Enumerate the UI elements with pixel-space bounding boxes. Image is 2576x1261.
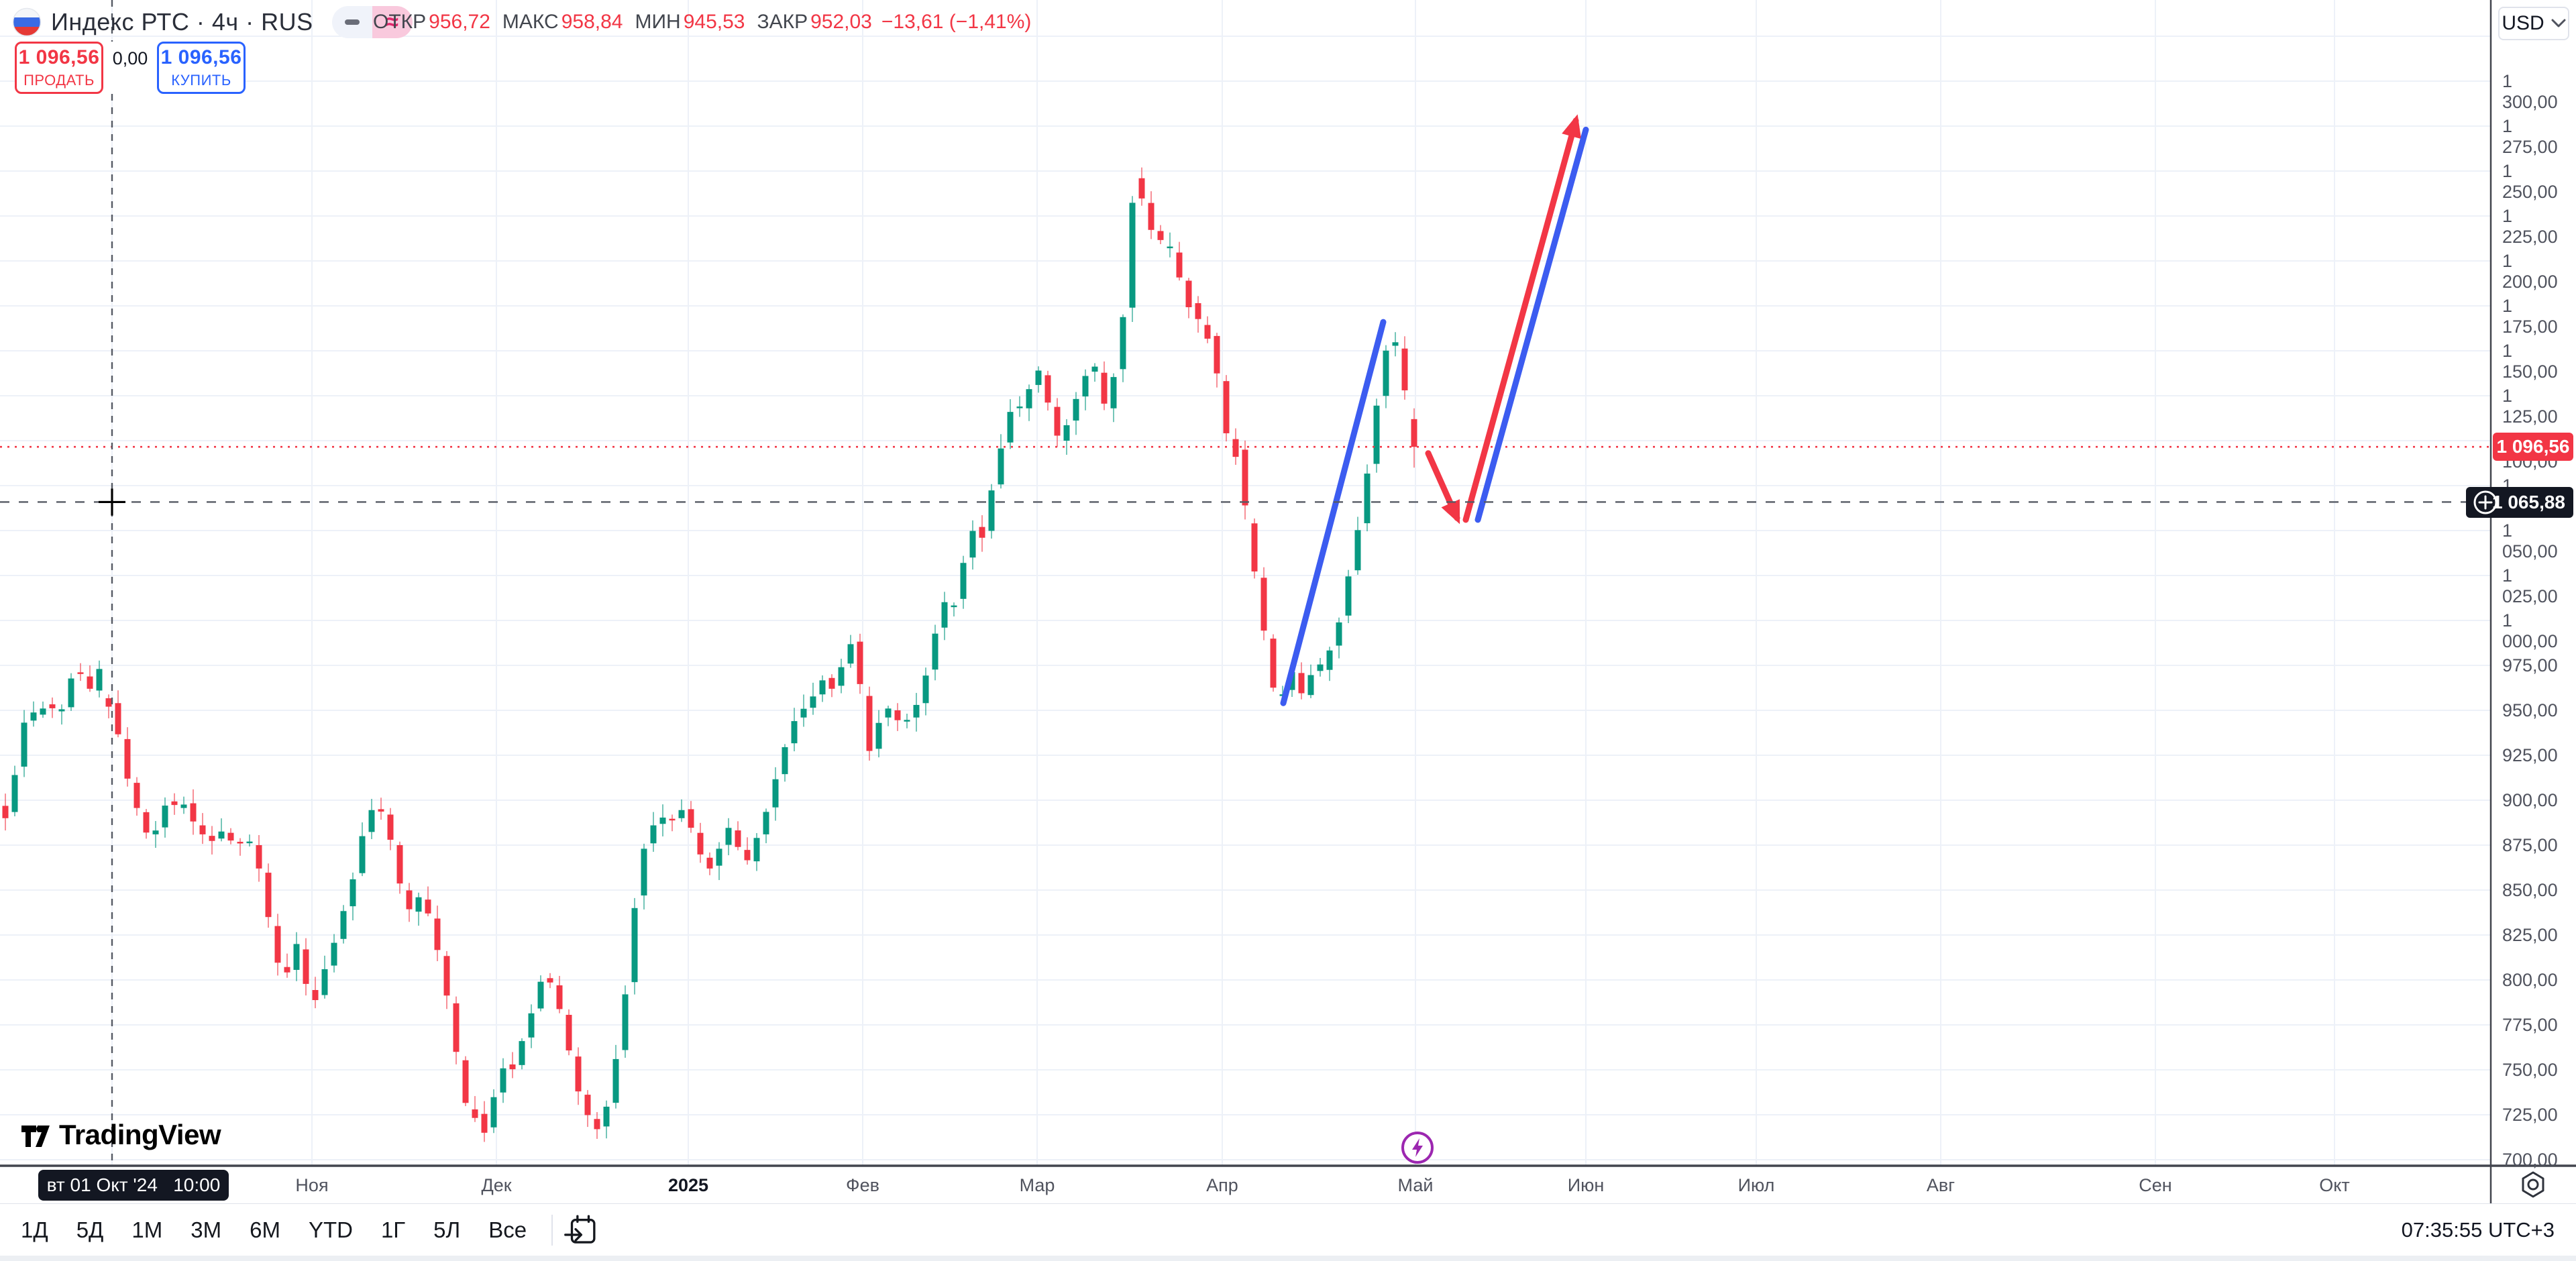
month-tick-label-Апр: Апр: [1206, 1175, 1238, 1195]
price-tick-label: 700,00: [2502, 1150, 2558, 1170]
month-tick-label-Фев: Фев: [846, 1175, 879, 1195]
low-value: 945,53: [683, 11, 745, 33]
close-label: ЗАКР: [757, 11, 808, 33]
red-arrow-up[interactable]: [1462, 117, 1579, 523]
tradingview-logo[interactable]: TradingView: [19, 1119, 221, 1151]
crosshair-date-tooltip: вт 01 Окт '24 10:00: [38, 1170, 229, 1201]
range-button-1Г[interactable]: 1Г: [380, 1217, 406, 1242]
range-button-3М[interactable]: 3М: [191, 1217, 222, 1242]
low-label: МИН: [635, 11, 681, 33]
month-tick-label-Ноя: Ноя: [295, 1175, 329, 1195]
price-tick-label: 850,00: [2502, 880, 2558, 900]
blue-trendline-1[interactable]: [1280, 319, 1387, 706]
chevron-down-icon: [2551, 19, 2566, 28]
buy-label: КУПИТЬ: [171, 72, 231, 89]
price-tick-label: 1 175,00: [2502, 296, 2558, 337]
drawing-annotations[interactable]: [1280, 114, 1589, 706]
sell-button[interactable]: 1 096,56 ПРОДАТЬ: [15, 42, 103, 94]
price-tick-label: 975,00: [2502, 655, 2558, 675]
open-value: 956,72: [429, 11, 490, 33]
range-button-1М[interactable]: 1М: [131, 1217, 163, 1242]
month-tick-label-Окт: Окт: [2319, 1175, 2350, 1195]
range-button-6М[interactable]: 6М: [250, 1217, 280, 1242]
spread-chip: 0,00: [103, 42, 157, 94]
plus-circle-icon[interactable]: [2471, 488, 2500, 516]
month-tick-label-Июл: Июл: [1737, 1175, 1775, 1195]
currency-selector[interactable]: USD: [2498, 7, 2569, 40]
red-arrow-up-head: [1562, 114, 1582, 140]
high-value: 958,84: [561, 11, 623, 33]
price-tick-label: 800,00: [2502, 970, 2558, 990]
month-tick-label-Мар: Мар: [1019, 1175, 1055, 1195]
chart-style-chip[interactable]: [331, 6, 372, 38]
approx-wave-icon: ≈: [386, 9, 398, 35]
price-tick-label: 750,00: [2502, 1060, 2558, 1080]
toolbar-divider: [551, 1214, 553, 1246]
range-button-5Л[interactable]: 5Л: [433, 1217, 461, 1242]
symbol-title[interactable]: Индекс РТС · 4ч · RUS: [51, 8, 313, 36]
price-tick-label: 1 275,00: [2502, 116, 2558, 157]
high-label: МАКС: [502, 11, 559, 33]
price-tick-label: 1 000,00: [2502, 610, 2558, 651]
crosshair: [0, 0, 2491, 1166]
price-tick-label: 950,00: [2502, 700, 2558, 720]
price-tick-label: 1 125,00: [2502, 386, 2558, 427]
symbol-header: Индекс РТС · 4ч · RUS ≈: [12, 5, 413, 39]
buy-price: 1 096,56: [160, 46, 242, 68]
dash-chip-icon: [344, 19, 360, 25]
price-tick-label: 725,00: [2502, 1105, 2558, 1125]
price-tick-label: 1 200,00: [2502, 251, 2558, 292]
sell-label: ПРОДАТЬ: [23, 72, 95, 89]
lightning-icon[interactable]: [1399, 1130, 1436, 1166]
gridlines: [0, 0, 2491, 1166]
blue-trendline-2[interactable]: [1474, 126, 1589, 523]
range-button-Все[interactable]: Все: [488, 1217, 527, 1242]
price-tick-label: 875,00: [2502, 835, 2558, 855]
range-button-1Д[interactable]: 1Д: [21, 1217, 48, 1242]
sell-price: 1 096,56: [18, 46, 100, 68]
ohlc-readout: ОТКР 956,72 МАКС 958,84 МИН 945,53 ЗАКР …: [373, 11, 1031, 34]
tradingview-wordmark: TradingView: [59, 1119, 221, 1150]
gear-icon[interactable]: [2517, 1168, 2549, 1201]
range-button-5Д[interactable]: 5Д: [76, 1217, 104, 1242]
candlestick-series: [2, 167, 1417, 1142]
month-tick-label-Май: Май: [1397, 1175, 1434, 1195]
wave-toggle-chip[interactable]: ≈: [372, 6, 413, 38]
spread-value: 0,00: [112, 48, 148, 68]
price-tick-label: 1 025,00: [2502, 565, 2558, 606]
month-tick-label-Дек: Дек: [481, 1175, 512, 1195]
bottom-strip: [0, 1256, 2576, 1261]
price-tick-label: 825,00: [2502, 925, 2558, 945]
month-tick-label-Июн: Июн: [1567, 1175, 1605, 1195]
cross-cursor-icon: [99, 488, 125, 516]
price-tick-label: 1 150,00: [2502, 341, 2558, 382]
tradingview-mark-icon: [21, 1126, 50, 1147]
price-tick-label: 1 050,00: [2502, 520, 2558, 561]
price-tick-label: 775,00: [2502, 1015, 2558, 1035]
open-label: ОТКР: [373, 11, 427, 33]
change-value: −13,61 (−1,41%): [881, 11, 1032, 33]
month-tick-label-Сен: Сен: [2139, 1175, 2172, 1195]
bottom-toolbar: 1Д 5Д 1М 3М 6М YTD 1Г 5Л Все 07:35:55 UTC+3: [0, 1204, 2576, 1256]
crosshair-price-tag: 1 065,88: [2466, 487, 2573, 518]
price-tick-label: 900,00: [2502, 790, 2558, 810]
buy-button[interactable]: 1 096,56 КУПИТЬ: [157, 42, 246, 94]
price-tick-label: 1 300,00: [2502, 71, 2558, 112]
range-buttons: 1Д 5Д 1М 3М 6М YTD 1Г 5Л Все: [7, 1212, 541, 1248]
month-tick-label-Авг: Авг: [1926, 1175, 1955, 1195]
close-value: 952,03: [810, 11, 872, 33]
clock[interactable]: 07:35:55 UTC+3: [2401, 1217, 2555, 1242]
last-price-tag: 1 096,56: [2493, 433, 2573, 461]
range-button-YTD[interactable]: YTD: [308, 1217, 353, 1242]
currency-value: USD: [2502, 12, 2544, 34]
red-arrow-down-head: [1441, 499, 1460, 525]
russia-flag-icon: [12, 7, 42, 37]
price-tick-label: 1 225,00: [2502, 206, 2558, 247]
month-tick-label-2025: 2025: [667, 1175, 709, 1195]
calendar-go-to-date-icon[interactable]: [564, 1214, 597, 1246]
price-tick-label: 925,00: [2502, 745, 2558, 765]
price-tick-label: 1 250,00: [2502, 161, 2558, 202]
